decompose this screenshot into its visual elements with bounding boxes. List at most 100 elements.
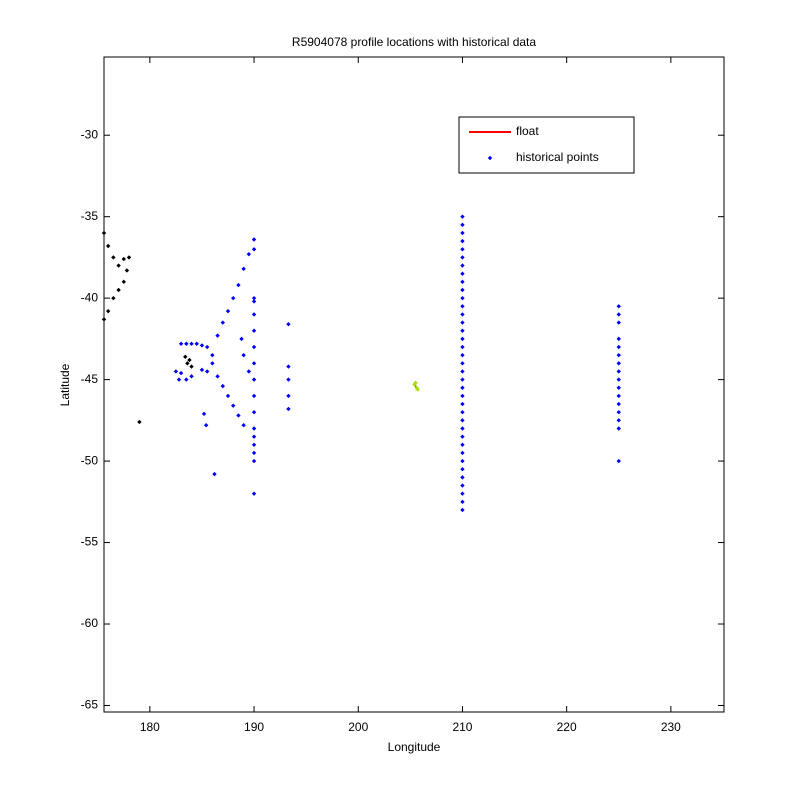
point	[225, 308, 231, 314]
point	[204, 369, 210, 374]
point	[251, 328, 257, 333]
point	[241, 423, 246, 428]
point	[105, 308, 111, 314]
point	[460, 458, 465, 464]
point	[616, 344, 621, 350]
point	[286, 377, 291, 382]
point	[184, 341, 189, 346]
point	[616, 401, 621, 407]
point	[616, 409, 621, 415]
point	[199, 367, 205, 373]
point	[220, 383, 225, 389]
point	[251, 247, 257, 252]
point	[241, 352, 246, 358]
point	[251, 442, 257, 447]
y-tick-label: -30	[81, 127, 99, 141]
point	[460, 263, 465, 268]
point	[460, 450, 465, 456]
point	[460, 336, 465, 342]
point	[173, 369, 179, 374]
x-tick-label: 180	[140, 720, 160, 734]
point	[101, 230, 107, 236]
point	[231, 295, 236, 301]
point	[137, 419, 142, 425]
point	[201, 411, 207, 417]
point	[460, 409, 465, 415]
point	[251, 377, 257, 382]
point	[460, 344, 465, 350]
point	[460, 222, 465, 228]
point	[460, 418, 465, 423]
point	[616, 320, 621, 325]
point	[210, 361, 215, 366]
point	[184, 377, 189, 382]
point	[178, 370, 184, 376]
point	[241, 266, 246, 272]
point	[225, 393, 231, 399]
point	[251, 450, 257, 456]
point	[460, 385, 465, 390]
point	[215, 374, 220, 379]
point	[251, 237, 257, 242]
point	[199, 343, 205, 348]
point	[616, 352, 621, 358]
plot-area	[103, 56, 725, 713]
point	[126, 255, 132, 260]
point	[189, 364, 194, 369]
point	[121, 279, 126, 285]
point	[101, 317, 107, 322]
point	[204, 344, 210, 350]
point	[616, 312, 621, 317]
point	[460, 442, 465, 447]
point	[251, 426, 257, 431]
point	[116, 263, 121, 268]
point	[251, 299, 257, 304]
point	[251, 344, 257, 350]
x-tick-label: 210	[452, 720, 472, 734]
point	[460, 279, 465, 285]
point	[111, 295, 116, 301]
y-axis-label: Latitude	[58, 363, 72, 406]
point	[220, 320, 225, 325]
point	[236, 413, 241, 418]
point	[187, 357, 192, 363]
point	[460, 295, 465, 301]
point	[286, 406, 291, 412]
point	[460, 401, 465, 407]
point	[460, 483, 465, 488]
point	[286, 364, 291, 369]
legend-box	[458, 116, 635, 174]
point	[460, 214, 465, 219]
point	[251, 312, 257, 317]
point	[616, 393, 621, 399]
point	[185, 361, 190, 366]
point	[215, 333, 220, 338]
point	[415, 387, 420, 392]
point	[616, 377, 621, 382]
x-tick-label: 220	[557, 720, 577, 734]
point	[246, 251, 252, 257]
x-tick-label: 200	[348, 720, 368, 734]
point	[616, 458, 621, 464]
point	[183, 354, 188, 360]
point	[239, 336, 244, 342]
point	[251, 491, 257, 496]
point	[121, 256, 126, 262]
point	[236, 282, 241, 288]
point	[105, 243, 111, 249]
legend-swatch	[487, 155, 493, 161]
point	[616, 336, 621, 342]
point	[460, 475, 465, 480]
chart-title: R5904078 profile locations with historic…	[292, 35, 536, 49]
point	[460, 230, 465, 236]
point	[460, 287, 465, 293]
point	[460, 328, 465, 333]
point	[124, 268, 130, 273]
point	[460, 271, 465, 276]
point	[460, 434, 465, 439]
point	[194, 341, 199, 346]
point	[460, 467, 465, 472]
point	[246, 369, 252, 374]
x-axis-label: Longitude	[388, 740, 441, 754]
